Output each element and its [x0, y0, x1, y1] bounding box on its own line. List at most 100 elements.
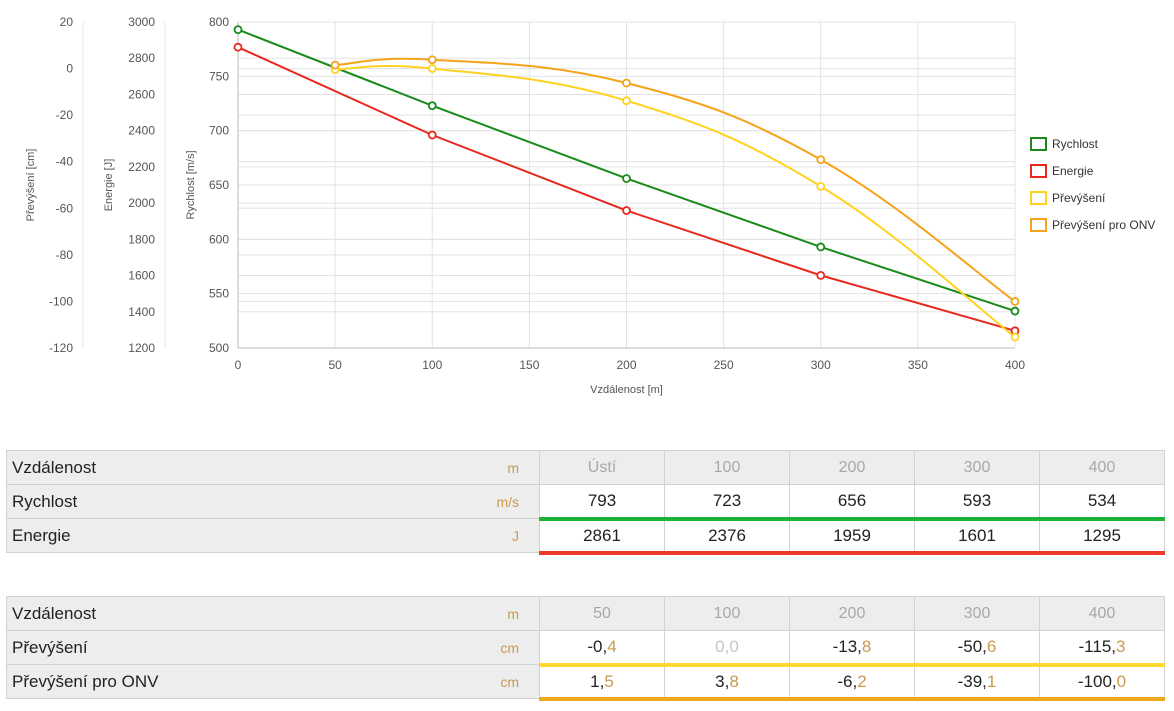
data-point	[622, 96, 631, 106]
energy-tick-label: 1600	[128, 269, 155, 283]
data-point	[1010, 306, 1020, 316]
value-cell: -50,6	[914, 630, 1040, 667]
drop-tick-label: 0	[66, 62, 73, 76]
energy-tick-label: 2200	[128, 160, 155, 174]
drop-tick-label: -100	[49, 294, 73, 308]
data-point	[427, 64, 437, 73]
value-cell: -13,8	[789, 630, 915, 667]
data-point	[622, 206, 631, 215]
drop-tick-label: -60	[56, 201, 74, 215]
value-int: 1601	[958, 525, 996, 545]
legend-label: Rychlost	[1052, 137, 1099, 151]
x-tick-label: 250	[714, 358, 734, 372]
data-point	[1010, 332, 1020, 342]
header-label: Vzdálenost	[6, 450, 450, 485]
table-row: Převýšení cm -0,4 0,0 -13,8 -50,6 -115,3	[6, 630, 1165, 667]
energy-tick-label: 3000	[128, 15, 155, 29]
header-distance: 50	[539, 596, 665, 631]
value-cell: -39,1	[914, 664, 1040, 701]
data-point	[816, 181, 826, 191]
x-tick-label: 300	[811, 358, 831, 372]
value-int: -100,	[1077, 671, 1117, 691]
value-cell: -6,2	[789, 664, 915, 701]
x-tick-label: 100	[422, 358, 442, 372]
value-cell: 0,0	[664, 630, 790, 667]
header-label: Vzdálenost	[6, 596, 450, 631]
velocity-tick-label: 600	[209, 232, 229, 246]
value-int: -39,	[957, 671, 987, 691]
value-int: -13,	[832, 636, 862, 656]
drop-axis-title: Převýšení [cm]	[25, 149, 37, 222]
data-point	[816, 242, 826, 252]
data-point	[622, 174, 631, 183]
value-frac: 8	[729, 671, 739, 691]
drop-tick-label: -120	[49, 341, 73, 355]
value-cell: 1601	[914, 518, 1040, 555]
energy-tick-label: 1200	[128, 341, 155, 355]
value-cell: -115,3	[1039, 630, 1165, 667]
value-frac: 4	[607, 636, 617, 656]
energy-axis-title: Energie [J]	[103, 159, 115, 212]
drop-tick-label: -40	[56, 155, 74, 169]
header-distance: 400	[1039, 450, 1165, 485]
header-distance: 200	[789, 450, 915, 485]
value-cell: 3,8	[664, 664, 790, 701]
table-row: Energie J 2861 2376 1959 1601 1295	[6, 518, 1165, 555]
velocity-energy-table: Vzdálenost m Ústí 100 200 300 400 Rychlost m/s 79…	[6, 450, 1165, 555]
value-int: 793	[587, 490, 617, 510]
header-distance: 100	[664, 450, 790, 485]
legend-swatch	[1030, 191, 1047, 205]
header-distance: 300	[914, 596, 1040, 631]
x-tick-label: 200	[616, 358, 636, 372]
table-row: Rychlost m/s 793 723 656 593 534	[6, 484, 1165, 521]
data-point	[427, 101, 437, 111]
velocity-tick-label: 700	[209, 124, 229, 138]
row-label: Převýšení pro ONV	[6, 664, 450, 699]
value-int: 534	[1087, 490, 1117, 510]
value-frac: 5	[604, 671, 614, 691]
chart-legend: Rychlost Energie Převýšení Převýšení pro ON…	[1030, 137, 1155, 232]
table-row: Převýšení pro ONV cm 1,5 3,8 -6,2 -39,1 -100,0	[6, 664, 1165, 701]
data-point	[427, 55, 437, 65]
value-cell: 2376	[664, 518, 790, 555]
header-distance: 200	[789, 596, 915, 631]
drop-tick-label: 20	[60, 15, 74, 29]
value-int: -50,	[957, 636, 987, 656]
table-header-row: Vzdálenost m 50 100 200 300 400	[6, 596, 1165, 631]
drop-table: Vzdálenost m 50 100 200 300 400 Převýšení cm -0,4…	[6, 596, 1165, 701]
value-cell: 1959	[789, 518, 915, 555]
value-frac: 1	[986, 671, 997, 691]
value-int: -6,	[837, 671, 858, 691]
header-distance: Ústí	[539, 450, 665, 485]
energy-tick-label: 2000	[128, 196, 155, 210]
row-label: Energie	[6, 518, 450, 553]
value-int: 723	[712, 490, 742, 510]
x-tick-label: 0	[235, 358, 242, 372]
value-frac: 0	[1116, 671, 1127, 691]
value-int: 593	[962, 490, 992, 510]
energy-tick-label: 1800	[128, 232, 155, 246]
data-point	[816, 155, 826, 165]
value-int: -0,	[587, 636, 608, 656]
velocity-tick-label: 500	[209, 341, 229, 355]
value-frac: 6	[986, 636, 997, 656]
velocity-tick-label: 550	[209, 287, 229, 301]
value-int: 2861	[583, 525, 621, 545]
drop-tick-label: -80	[56, 248, 74, 262]
energy-tick-label: 2800	[128, 51, 155, 65]
header-unit: m	[449, 596, 540, 631]
chart-grid	[237, 21, 1016, 349]
data-point	[330, 60, 340, 70]
value-cell: 723	[664, 484, 790, 521]
row-label: Převýšení	[6, 630, 450, 665]
legend-label: Převýšení pro ONV	[1052, 218, 1155, 232]
value-frac: 2	[857, 671, 867, 691]
table-header-row: Vzdálenost m Ústí 100 200 300 400	[6, 450, 1165, 485]
x-tick-label: 150	[519, 358, 539, 372]
data-point	[427, 130, 437, 140]
legend-swatch	[1030, 218, 1047, 232]
header-distance: 100	[664, 596, 790, 631]
value-int: 1,	[590, 671, 605, 691]
data-point	[1010, 297, 1020, 306]
